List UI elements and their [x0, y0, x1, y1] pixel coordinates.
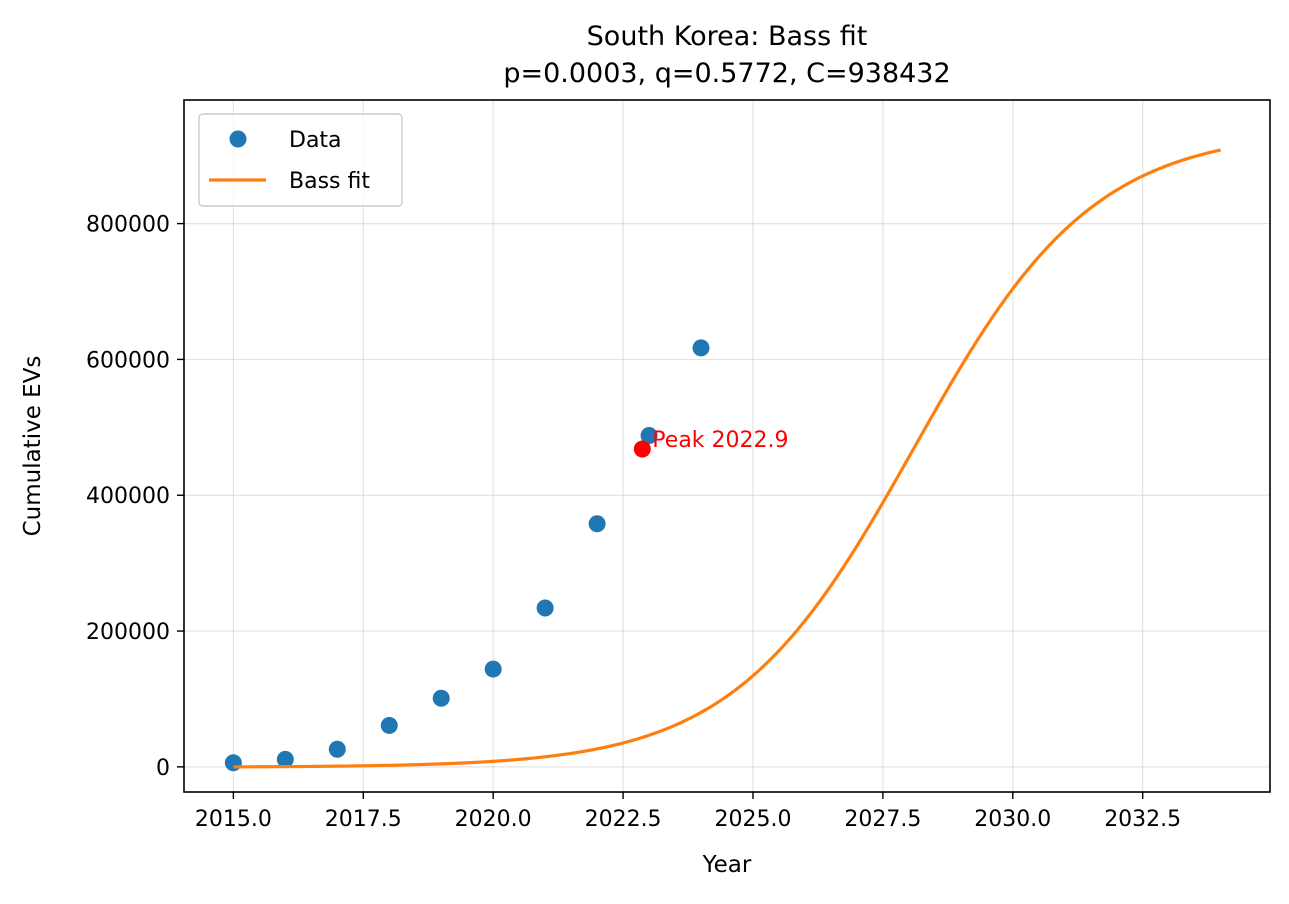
x-tick-label: 2022.5 [585, 807, 662, 832]
data-point [224, 754, 242, 772]
y-tick-label: 0 [156, 756, 170, 781]
data-point [328, 740, 346, 758]
legend-data-marker [229, 130, 247, 148]
data-point [484, 660, 502, 678]
x-tick-label: 2032.5 [1104, 807, 1181, 832]
data-series [224, 339, 710, 772]
bass-fit-line [233, 148, 1221, 769]
x-tick-label: 2025.0 [714, 807, 791, 832]
y-tick-label: 400000 [86, 484, 170, 509]
legend-fit-label: Bass fit [289, 169, 370, 194]
legend: Data Bass fit [198, 113, 403, 207]
x-axis-label: Year [702, 852, 752, 878]
x-tick-label: 2030.0 [974, 807, 1051, 832]
legend-box [198, 113, 403, 207]
data-point [432, 689, 450, 707]
y-tick-label: 800000 [86, 213, 170, 238]
plot-area: Peak 2022.9 [224, 148, 1221, 772]
data-point [692, 339, 710, 357]
data-point [536, 599, 554, 617]
peak-marker [633, 440, 651, 458]
x-tick-label: 2020.0 [455, 807, 532, 832]
y-tick-label: 200000 [86, 620, 170, 645]
x-tick-label: 2017.5 [325, 807, 402, 832]
axes-frame [183, 99, 1271, 793]
chart-subtitle: p=0.0003, q=0.5772, C=938432 [503, 58, 950, 89]
data-point [588, 515, 606, 533]
chart-title: South Korea: Bass fit [587, 21, 868, 52]
data-point [380, 716, 398, 734]
data-point [640, 426, 658, 444]
plot-frame [183, 99, 1271, 793]
x-tick-label: 2015.0 [195, 807, 272, 832]
grid-lines [184, 100, 1270, 792]
axis-ticks: 2015.0 2017.5 2020.0 2022.5 2025.0 2027.5 2030… [86, 213, 1181, 832]
fit-series [233, 148, 1221, 769]
legend-data-label: Data [289, 128, 342, 153]
y-tick-label: 600000 [86, 348, 170, 373]
data-point [276, 750, 294, 768]
y-axis-label: Cumulative EVs [20, 356, 46, 537]
x-tick-label: 2027.5 [844, 807, 921, 832]
peak-annotation: Peak 2022.9 [652, 428, 788, 453]
